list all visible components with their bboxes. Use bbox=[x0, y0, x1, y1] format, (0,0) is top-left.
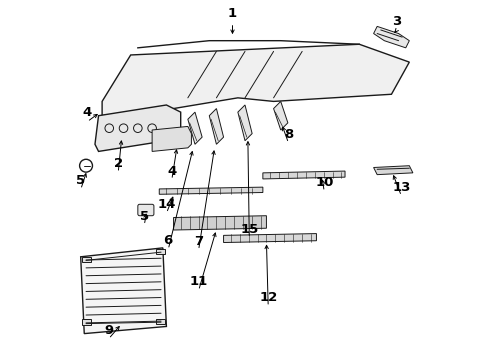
Polygon shape bbox=[373, 26, 409, 48]
Text: 4: 4 bbox=[82, 106, 92, 120]
Text: 13: 13 bbox=[392, 181, 411, 194]
Bar bbox=[156, 319, 165, 324]
Text: 11: 11 bbox=[190, 275, 208, 288]
Text: 15: 15 bbox=[240, 223, 258, 236]
Text: 14: 14 bbox=[157, 198, 175, 211]
Text: 3: 3 bbox=[392, 14, 401, 27]
Polygon shape bbox=[373, 166, 413, 175]
Text: 8: 8 bbox=[284, 128, 293, 141]
Text: 5: 5 bbox=[76, 174, 85, 187]
Polygon shape bbox=[263, 171, 345, 179]
Text: 1: 1 bbox=[228, 8, 237, 21]
Polygon shape bbox=[159, 187, 263, 194]
Text: 6: 6 bbox=[164, 234, 173, 247]
Polygon shape bbox=[223, 234, 317, 243]
Bar bbox=[82, 319, 92, 325]
Text: 2: 2 bbox=[114, 157, 123, 170]
Text: 7: 7 bbox=[194, 235, 203, 248]
Polygon shape bbox=[238, 105, 252, 141]
Text: 10: 10 bbox=[315, 176, 334, 189]
FancyBboxPatch shape bbox=[138, 204, 154, 216]
Polygon shape bbox=[152, 126, 192, 152]
Polygon shape bbox=[188, 112, 202, 144]
Polygon shape bbox=[95, 105, 181, 152]
Text: 5: 5 bbox=[140, 210, 149, 223]
Polygon shape bbox=[209, 109, 223, 144]
Text: 9: 9 bbox=[104, 324, 113, 337]
Bar bbox=[156, 249, 165, 254]
Text: 12: 12 bbox=[259, 291, 277, 305]
Polygon shape bbox=[273, 102, 288, 130]
Bar bbox=[82, 257, 92, 262]
Polygon shape bbox=[102, 44, 409, 116]
Polygon shape bbox=[81, 248, 167, 334]
Text: 4: 4 bbox=[167, 165, 176, 177]
Polygon shape bbox=[173, 216, 267, 230]
